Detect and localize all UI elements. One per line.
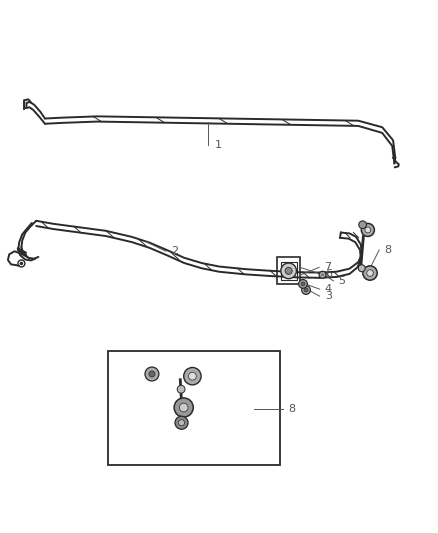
Text: 3: 3 [325, 291, 332, 301]
Circle shape [184, 367, 201, 385]
Circle shape [174, 398, 193, 417]
Circle shape [20, 262, 23, 265]
Circle shape [319, 271, 326, 278]
Bar [108, 351, 280, 465]
Text: 2: 2 [171, 246, 178, 256]
Circle shape [299, 279, 307, 288]
Circle shape [358, 265, 365, 272]
Circle shape [177, 385, 185, 393]
Text: 4: 4 [325, 284, 332, 294]
Bar [281, 262, 297, 280]
Circle shape [365, 227, 371, 233]
Text: 6: 6 [325, 269, 332, 279]
Circle shape [178, 419, 184, 426]
Circle shape [188, 372, 196, 380]
Circle shape [145, 367, 159, 381]
Circle shape [301, 282, 305, 286]
Circle shape [321, 273, 324, 276]
Circle shape [359, 221, 367, 229]
Text: 8: 8 [385, 245, 392, 255]
Circle shape [175, 416, 188, 429]
Circle shape [304, 288, 308, 292]
Text: 1: 1 [215, 140, 222, 150]
Circle shape [179, 403, 188, 412]
Text: 7: 7 [324, 262, 332, 272]
Circle shape [363, 266, 377, 280]
Text: 5: 5 [339, 276, 346, 286]
Circle shape [281, 263, 297, 279]
Bar [277, 257, 300, 284]
Circle shape [285, 268, 292, 274]
Circle shape [367, 270, 373, 276]
Circle shape [149, 371, 155, 377]
Circle shape [361, 223, 374, 237]
Text: 8: 8 [289, 404, 296, 414]
Circle shape [302, 286, 311, 294]
